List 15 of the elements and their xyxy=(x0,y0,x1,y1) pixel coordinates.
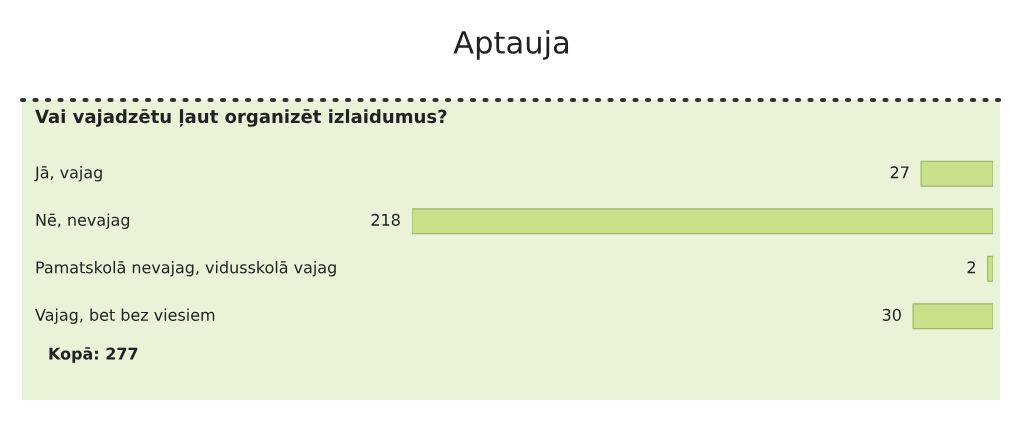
data-label: 30 xyxy=(882,308,901,321)
bar xyxy=(912,303,993,330)
data-label: 218 xyxy=(371,213,400,226)
chart-title: Aptauja xyxy=(453,30,569,60)
bar xyxy=(920,160,993,187)
bar xyxy=(987,255,993,282)
text: Vai vajadzētu ļaut organizēt izlaidumus? xyxy=(35,109,447,127)
bar xyxy=(412,208,993,235)
y-tick-label: Jā, vajag xyxy=(34,166,102,182)
y-tick-label: Nē, nevajag xyxy=(36,213,130,229)
y-tick-label: Vajag, bet bez viesiem xyxy=(35,308,215,324)
text: Kopā: 277 xyxy=(49,347,138,363)
data-label: 27 xyxy=(890,166,909,179)
y-tick-label: Pamatskolā nevajag, vidusskolā vajag xyxy=(36,261,336,277)
data-label: 2 xyxy=(967,261,975,274)
